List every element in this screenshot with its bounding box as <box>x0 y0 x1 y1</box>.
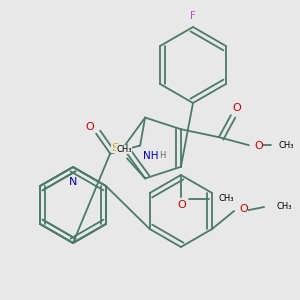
Text: S: S <box>111 143 118 153</box>
Text: O: O <box>178 200 186 210</box>
Text: N: N <box>69 177 77 187</box>
Text: NH: NH <box>143 151 159 160</box>
Text: CH₃: CH₃ <box>279 141 294 150</box>
Text: CH₃: CH₃ <box>276 202 292 211</box>
Text: O: O <box>239 204 248 214</box>
Text: F: F <box>190 11 196 21</box>
Text: O: O <box>254 141 262 151</box>
Text: CH₃: CH₃ <box>116 145 132 154</box>
Text: O: O <box>232 103 241 113</box>
Text: O: O <box>86 122 94 132</box>
Text: CH₃: CH₃ <box>219 194 234 203</box>
Text: H: H <box>159 151 166 160</box>
